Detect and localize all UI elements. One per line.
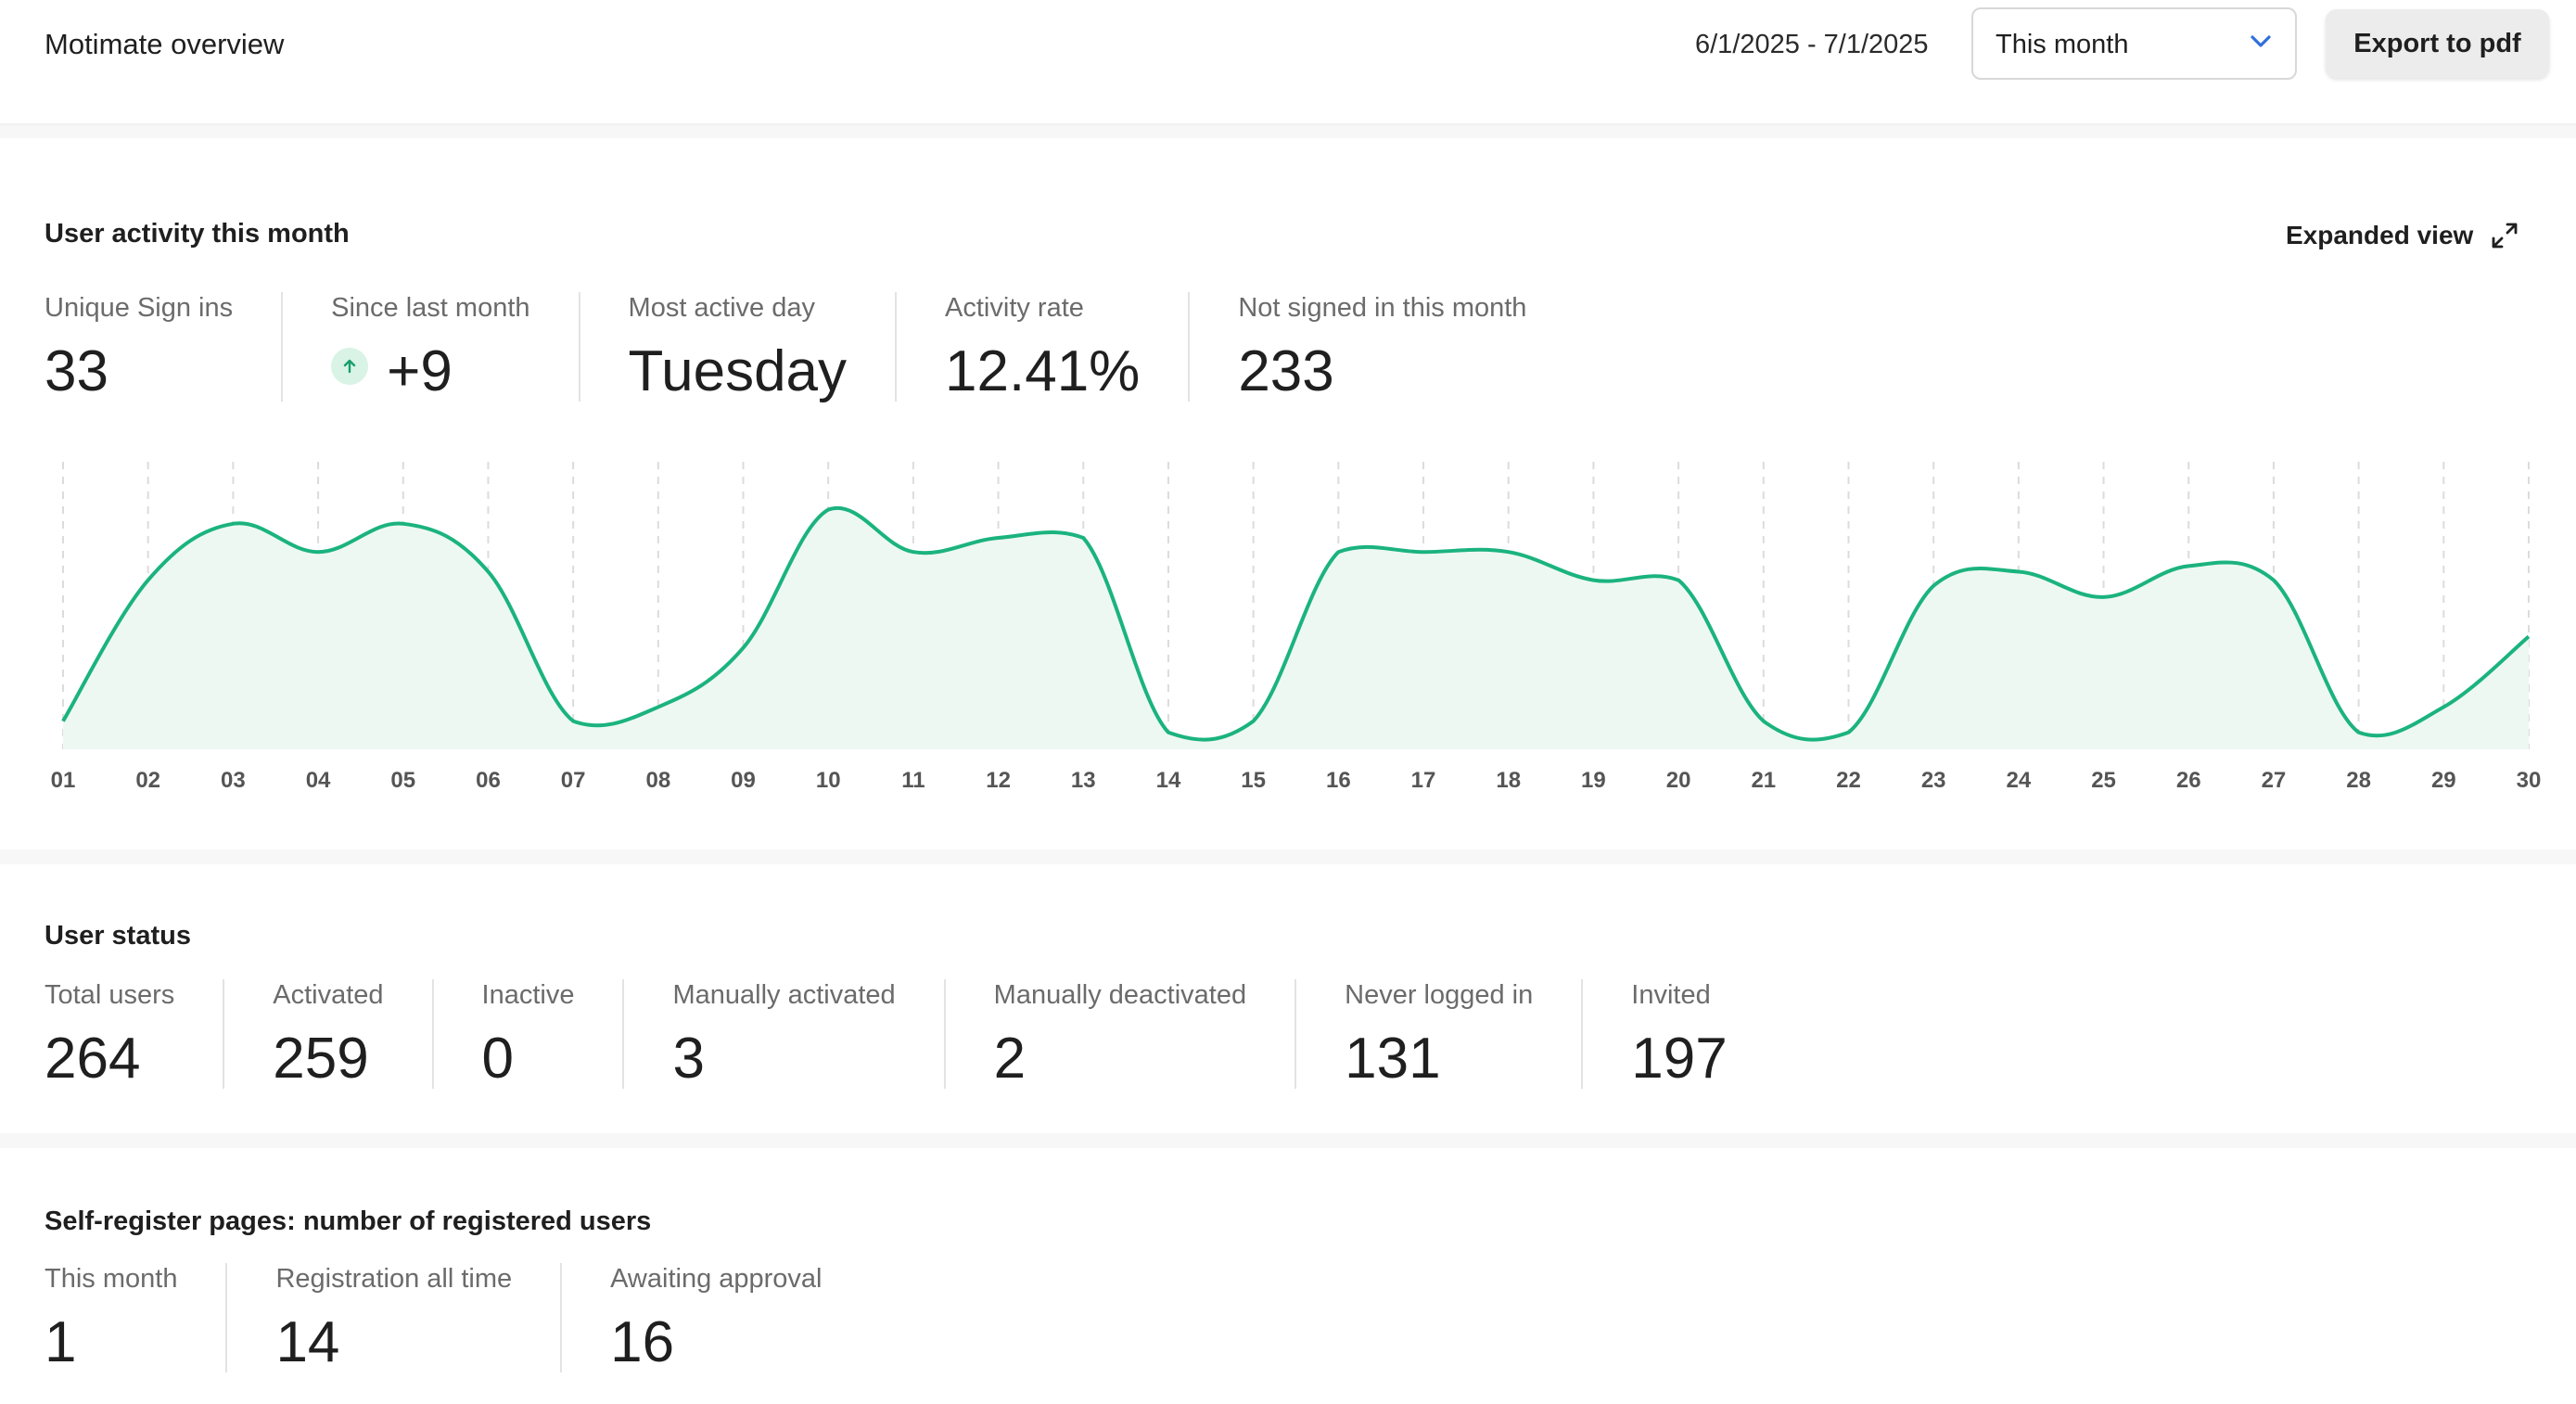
x-tick-label: 07 [561,768,586,793]
chart-series-line [61,505,2531,742]
metric-label: Never logged in [1345,980,1534,1010]
arrow-up-icon [331,348,369,385]
metric-label: Inactive [481,980,575,1010]
x-tick-label: 22 [1836,768,1861,793]
x-tick-label: 18 [1496,768,1521,793]
page-title: Motimate overview [45,28,285,60]
metric-value: 264 [45,1027,141,1091]
x-tick-label: 09 [731,768,756,793]
x-tick-label: 30 [2517,768,2542,793]
metric-registration-all-time: Registration all time 14 [225,1263,560,1372]
expand-icon [2492,223,2518,249]
selfreg-metrics: This month 1 Registration all time 14 Aw… [45,1263,871,1372]
metric-this-month: This month 1 [45,1263,225,1372]
x-tick-label: 08 [645,768,670,793]
metric-value: 0 [481,1027,515,1091]
metric-label: Since last month [331,293,530,323]
metric-label: Activity rate [945,293,1084,323]
x-tick-label: 28 [2346,768,2371,793]
x-tick-label: 17 [1411,768,1436,793]
expanded-view-label: Expanded view [2286,221,2474,249]
metric-total-users: Total users 264 [45,979,223,1089]
activity-metrics: Unique Sign ins 33 Since last month +9 M… [45,292,1575,402]
metric-label: Invited [1631,980,1711,1010]
x-tick-label: 27 [2262,768,2287,793]
metric-value: 233 [1238,339,1334,403]
metric-value: 33 [45,339,108,403]
user-status-card: User status Total users 264 Activated 25… [0,864,2576,1133]
chevron-down-icon [2251,35,2271,47]
metric-activated: Activated 259 [223,979,431,1089]
x-tick-label: 03 [221,768,246,793]
x-tick-label: 24 [2007,768,2032,793]
metric-inactive: Inactive 0 [431,979,623,1091]
metric-value: 197 [1631,1027,1728,1091]
metric-value: 2 [993,1027,1027,1091]
expanded-view-button[interactable]: Expanded view [2286,217,2521,254]
metric-value: 12.41% [945,339,1141,403]
metric-value: 131 [1345,1027,1441,1091]
metric-value: 16 [610,1310,675,1374]
metric-label: Manually activated [672,980,896,1010]
x-tick-label: 10 [816,768,841,793]
metric-label: Not signed in this month [1238,293,1527,323]
metric-value: 259 [273,1027,369,1091]
metric-value-row: +9 [331,342,529,402]
period-select[interactable]: This month [1971,7,2297,80]
metric-label: This month [45,1264,178,1294]
metric-value: +9 [387,339,453,403]
x-tick-label: 06 [476,768,501,793]
x-tick-label: 11 [901,768,925,793]
metric-unique-sign-ins: Unique Sign ins 33 [45,292,281,402]
header-bar: Motimate overview 6/1/2025 - 7/1/2025 Th… [0,0,2576,123]
metric-value: Tuesday [628,339,848,403]
x-tick-label: 25 [2091,768,2116,793]
period-select-value: This month [1996,30,2129,59]
metric-value: 14 [275,1310,340,1374]
x-tick-label: 02 [135,768,160,793]
selfreg-section-title: Self-register pages: number of registere… [45,1206,652,1236]
x-tick-label: 26 [2176,768,2201,793]
status-metrics: Total users 264 Activated 259 Inactive 0… [45,979,1776,1089]
metric-since-last-month: Since last month +9 [281,292,578,402]
chart-x-axis: 01 02 03 04 05 06 07 08 09 10 11 12 13 14 15 16 17 18 19 20… [51,768,2542,793]
x-tick-label: 13 [1071,768,1096,793]
x-tick-label: 23 [1921,768,1946,793]
metric-label: Most active day [628,293,816,323]
activity-section-title: User activity this month [45,219,350,249]
chart-area-fill [63,507,2529,749]
status-section-title: User status [45,921,191,951]
x-tick-label: 19 [1581,768,1606,793]
date-range-label: 6/1/2025 - 7/1/2025 [1695,30,1929,59]
metric-awaiting-approval: Awaiting approval 16 [560,1263,870,1372]
x-tick-label: 01 [51,768,76,793]
x-tick-label: 20 [1666,768,1691,793]
metric-label: Unique Sign ins [45,293,234,323]
export-pdf-button[interactable]: Export to pdf [2326,9,2549,78]
metric-value: 1 [45,1310,77,1374]
metric-not-signed-in: Not signed in this month 233 [1188,292,1575,402]
metric-label: Manually deactivated [993,980,1247,1010]
metric-manually-activated: Manually activated 3 [622,979,943,1089]
metric-activity-rate: Activity rate 12.41% [895,292,1188,402]
metric-most-active-day: Most active day Tuesday [578,292,896,403]
metric-invited: Invited 197 [1581,979,1775,1089]
x-tick-label: 15 [1241,768,1266,793]
x-tick-label: 05 [390,768,415,793]
x-tick-label: 29 [2431,768,2456,793]
x-tick-label: 04 [306,768,331,793]
activity-chart: 01 02 03 04 05 06 07 08 09 10 11 12 13 14 15 16 17 18 19 20… [51,462,2542,793]
x-tick-label: 14 [1156,768,1181,793]
metric-value: 3 [672,1027,705,1091]
metric-label: Activated [273,980,384,1010]
metric-manually-deactivated: Manually deactivated 2 [943,979,1294,1091]
x-tick-label: 21 [1751,768,1776,793]
metric-never-logged-in: Never logged in 131 [1294,979,1581,1089]
self-register-card: Self-register pages: number of registere… [0,1148,2576,1404]
metric-label: Total users [45,980,175,1010]
x-tick-label: 16 [1326,768,1351,793]
x-tick-label: 12 [986,768,1011,793]
metric-label: Awaiting approval [610,1264,823,1294]
metric-label: Registration all time [275,1264,513,1294]
